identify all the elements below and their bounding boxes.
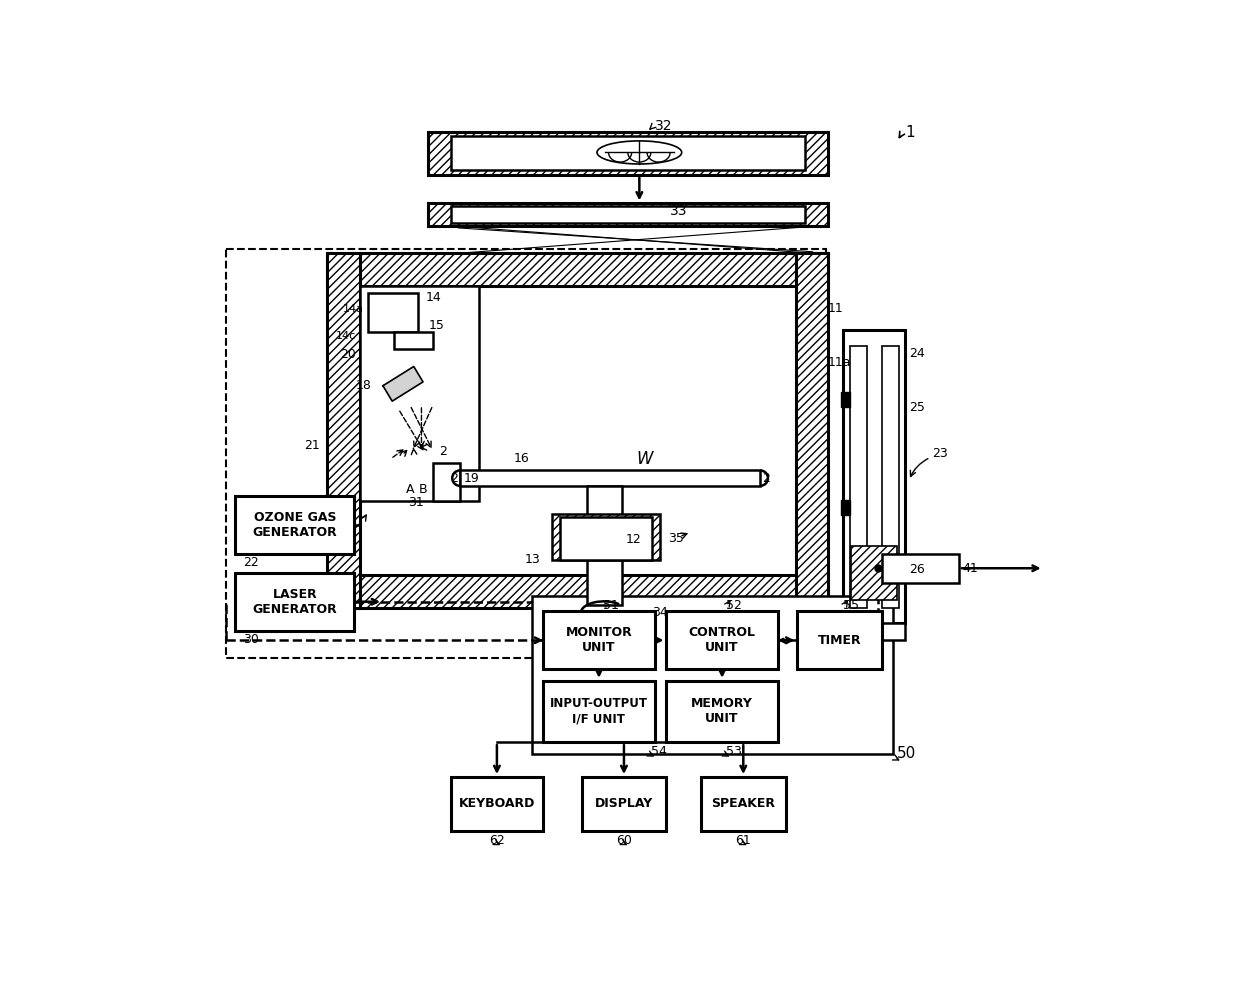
Text: 60: 60 <box>616 834 632 847</box>
Text: 14a: 14a <box>342 303 363 314</box>
Bar <box>851 546 898 600</box>
Text: 50: 50 <box>898 746 916 762</box>
Text: 20: 20 <box>340 349 356 362</box>
Text: 19: 19 <box>464 471 480 485</box>
Polygon shape <box>841 392 849 407</box>
Text: LASER
GENERATOR: LASER GENERATOR <box>253 588 337 616</box>
Text: 26: 26 <box>909 562 925 576</box>
Bar <box>882 346 899 608</box>
Text: 41: 41 <box>962 562 978 575</box>
Bar <box>236 573 355 630</box>
Bar <box>433 462 460 501</box>
Text: 21: 21 <box>304 440 320 453</box>
Text: 13: 13 <box>525 553 541 566</box>
Text: 34: 34 <box>652 607 668 619</box>
Text: 14: 14 <box>425 290 441 303</box>
Bar <box>450 206 805 223</box>
Bar <box>360 286 479 501</box>
Text: OZONE GAS
GENERATOR: OZONE GAS GENERATOR <box>253 511 337 538</box>
Text: 2: 2 <box>761 471 770 485</box>
Bar <box>428 204 828 226</box>
Bar <box>666 612 777 669</box>
Text: MONITOR
UNIT: MONITOR UNIT <box>565 626 632 654</box>
Text: 16: 16 <box>513 453 529 465</box>
Text: 32: 32 <box>655 120 672 133</box>
Text: KEYBOARD: KEYBOARD <box>459 797 536 810</box>
Bar <box>666 681 777 742</box>
Text: 24: 24 <box>909 347 925 360</box>
Text: 15: 15 <box>429 319 445 332</box>
Polygon shape <box>841 500 849 515</box>
Text: 61: 61 <box>735 834 751 847</box>
Text: 55: 55 <box>843 599 859 612</box>
Bar <box>394 332 433 349</box>
Bar <box>843 330 905 622</box>
Bar <box>849 346 867 608</box>
Bar <box>821 622 905 640</box>
Bar <box>796 253 828 608</box>
Polygon shape <box>383 367 423 401</box>
Bar <box>327 575 828 608</box>
Text: 14c: 14c <box>336 331 356 341</box>
Text: 22: 22 <box>243 556 259 569</box>
Text: W: W <box>636 450 653 468</box>
Bar <box>882 553 959 583</box>
Bar <box>587 486 621 606</box>
Text: 62: 62 <box>489 834 505 847</box>
Bar <box>450 135 805 170</box>
Bar <box>552 514 660 560</box>
Text: 11: 11 <box>828 302 843 315</box>
Text: 18: 18 <box>356 379 372 392</box>
Text: TIMER: TIMER <box>817 633 862 647</box>
Bar <box>797 612 882 669</box>
Text: 51: 51 <box>603 599 619 612</box>
Bar <box>460 470 760 486</box>
Bar <box>450 777 543 831</box>
Text: 52: 52 <box>725 599 742 612</box>
Text: 33: 33 <box>670 204 688 218</box>
Text: 11a: 11a <box>828 356 852 370</box>
Text: 30: 30 <box>243 633 259 646</box>
Text: 2: 2 <box>450 471 459 485</box>
Text: 54: 54 <box>651 745 667 758</box>
Bar <box>543 612 655 669</box>
Bar <box>701 777 786 831</box>
Text: SPEAKER: SPEAKER <box>712 797 775 810</box>
Bar <box>532 596 894 754</box>
Bar <box>236 496 355 553</box>
Text: 25: 25 <box>909 401 925 414</box>
Text: A: A <box>405 483 414 496</box>
Text: MEMORY
UNIT: MEMORY UNIT <box>691 698 753 725</box>
Text: DISPLAY: DISPLAY <box>595 797 653 810</box>
Bar <box>360 286 796 575</box>
Text: 53: 53 <box>725 745 742 758</box>
Bar <box>367 293 418 332</box>
Text: 1: 1 <box>905 124 915 140</box>
Bar <box>327 253 828 286</box>
Bar <box>428 132 828 175</box>
Bar <box>582 777 666 831</box>
Bar <box>226 249 826 658</box>
Bar <box>327 253 360 608</box>
Text: 23: 23 <box>932 447 947 460</box>
Text: 2: 2 <box>439 445 446 457</box>
Text: CONTROL
UNIT: CONTROL UNIT <box>688 626 755 654</box>
Text: 31: 31 <box>408 496 424 509</box>
Text: INPUT-OUTPUT
I/F UNIT: INPUT-OUTPUT I/F UNIT <box>549 698 649 725</box>
Text: 35: 35 <box>668 532 683 544</box>
Bar <box>543 681 655 742</box>
Ellipse shape <box>596 141 682 164</box>
Bar <box>560 518 652 560</box>
Text: B: B <box>419 483 428 496</box>
Text: 12: 12 <box>625 534 641 546</box>
